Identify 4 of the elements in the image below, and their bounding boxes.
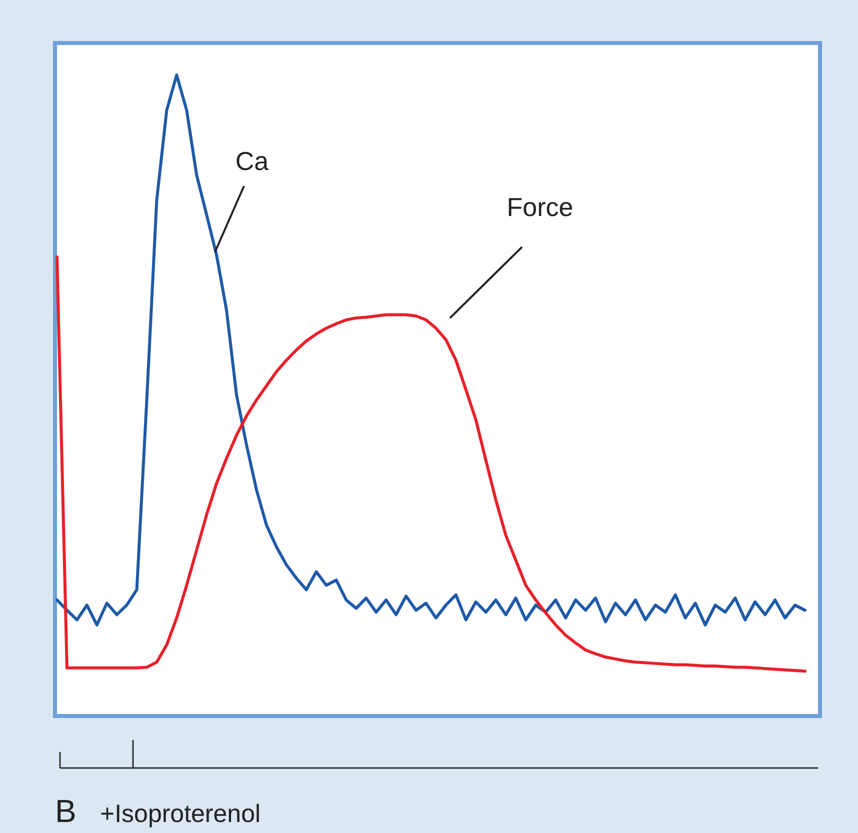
text: +Isoproterenol bbox=[100, 800, 261, 828]
text: Force bbox=[506, 192, 574, 222]
text: B bbox=[55, 793, 76, 829]
series-label: Ca bbox=[235, 146, 270, 176]
